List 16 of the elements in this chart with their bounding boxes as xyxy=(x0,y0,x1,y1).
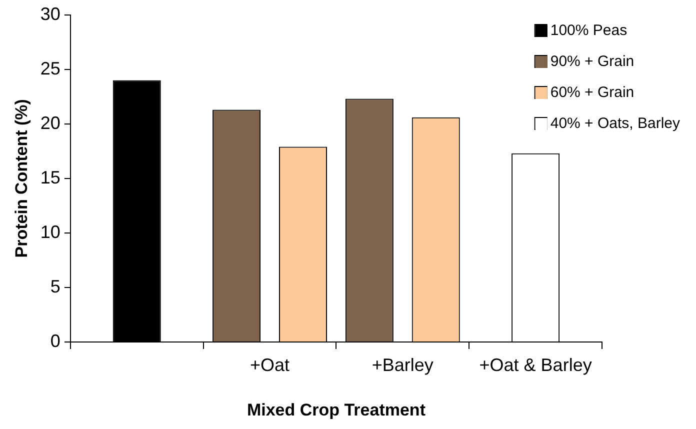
y-tick-label: 30 xyxy=(40,4,60,24)
x-tick-label: +Oat xyxy=(250,354,290,375)
y-tick-label: 20 xyxy=(40,112,60,133)
legend-label: 90% + Grain xyxy=(550,53,634,70)
legend-label: 40% + Oats, Barley xyxy=(550,115,680,132)
y-axis-title: Protein Content (%) xyxy=(12,99,31,258)
y-tick-label: 15 xyxy=(40,167,60,188)
y-tick-label: 25 xyxy=(40,58,60,78)
x-tick-label: +Oat & Barley xyxy=(479,354,592,375)
y-tick-label: 5 xyxy=(50,276,60,296)
x-tick-label: +Barley xyxy=(372,354,434,375)
y-tick-label: 0 xyxy=(50,330,60,351)
legend-label: 100% Peas xyxy=(550,22,628,40)
x-axis-title: Mixed Crop Treatment xyxy=(246,400,426,420)
legend-label: 60% + Grain xyxy=(550,84,634,102)
y-tick-label: 10 xyxy=(40,222,60,242)
